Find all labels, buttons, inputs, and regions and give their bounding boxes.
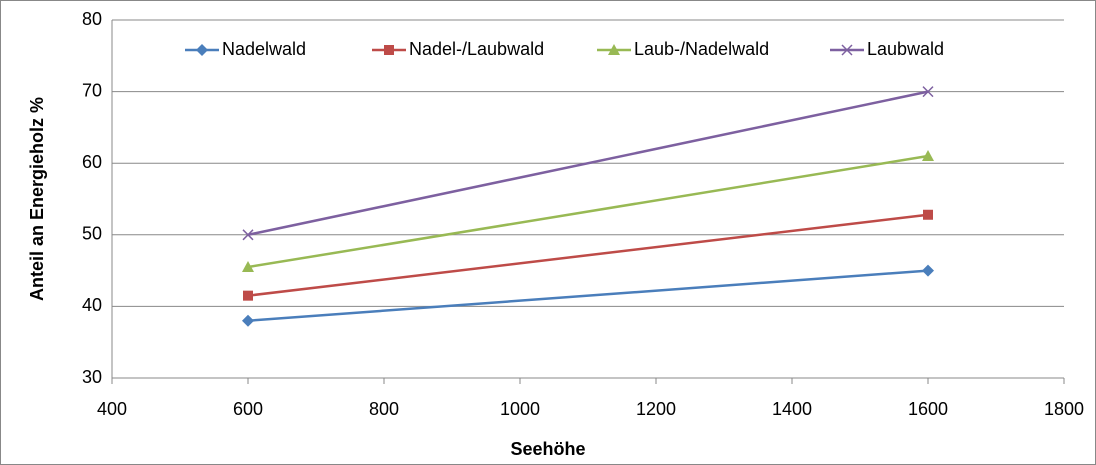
y-tick-label: 80: [82, 9, 102, 29]
series-line: [247, 213, 929, 297]
legend-label: Nadel-/Laubwald: [409, 39, 544, 59]
x-tick-label: 1200: [636, 399, 676, 419]
series-line: [247, 90, 929, 237]
marker: [242, 261, 254, 273]
series-line: [247, 269, 929, 322]
y-tick-label: 60: [82, 152, 102, 172]
legend-label: Nadelwald: [222, 39, 306, 59]
y-tick-label: 40: [82, 295, 102, 315]
x-tick-label: 1600: [908, 399, 948, 419]
marker: [243, 290, 253, 301]
x-tick-label: 1400: [772, 399, 812, 419]
series-line: [247, 154, 929, 269]
marker: [922, 86, 934, 98]
x-tick-label: 1000: [500, 399, 540, 419]
x-tick-label: 600: [233, 399, 263, 419]
marker: [242, 314, 254, 327]
marker: [841, 44, 853, 56]
marker: [608, 44, 620, 55]
marker: [922, 150, 934, 162]
y-axis-title: Anteil an Energieholz %: [27, 97, 47, 301]
x-tick-label: 800: [369, 399, 399, 419]
marker: [922, 264, 934, 277]
legend-label: Laub-/Nadelwald: [634, 39, 769, 59]
x-tick-label: 400: [97, 399, 127, 419]
y-tick-label: 30: [82, 367, 102, 387]
y-tick-label: 50: [82, 224, 102, 244]
y-tick-label: 70: [82, 80, 102, 100]
legend-label: Laubwald: [867, 39, 944, 59]
x-tick-label: 1800: [1044, 399, 1084, 419]
marker: [923, 209, 933, 220]
marker: [196, 44, 208, 56]
x-axis-title: Seehöhe: [510, 439, 585, 459]
marker: [242, 229, 254, 241]
marker: [384, 45, 394, 55]
